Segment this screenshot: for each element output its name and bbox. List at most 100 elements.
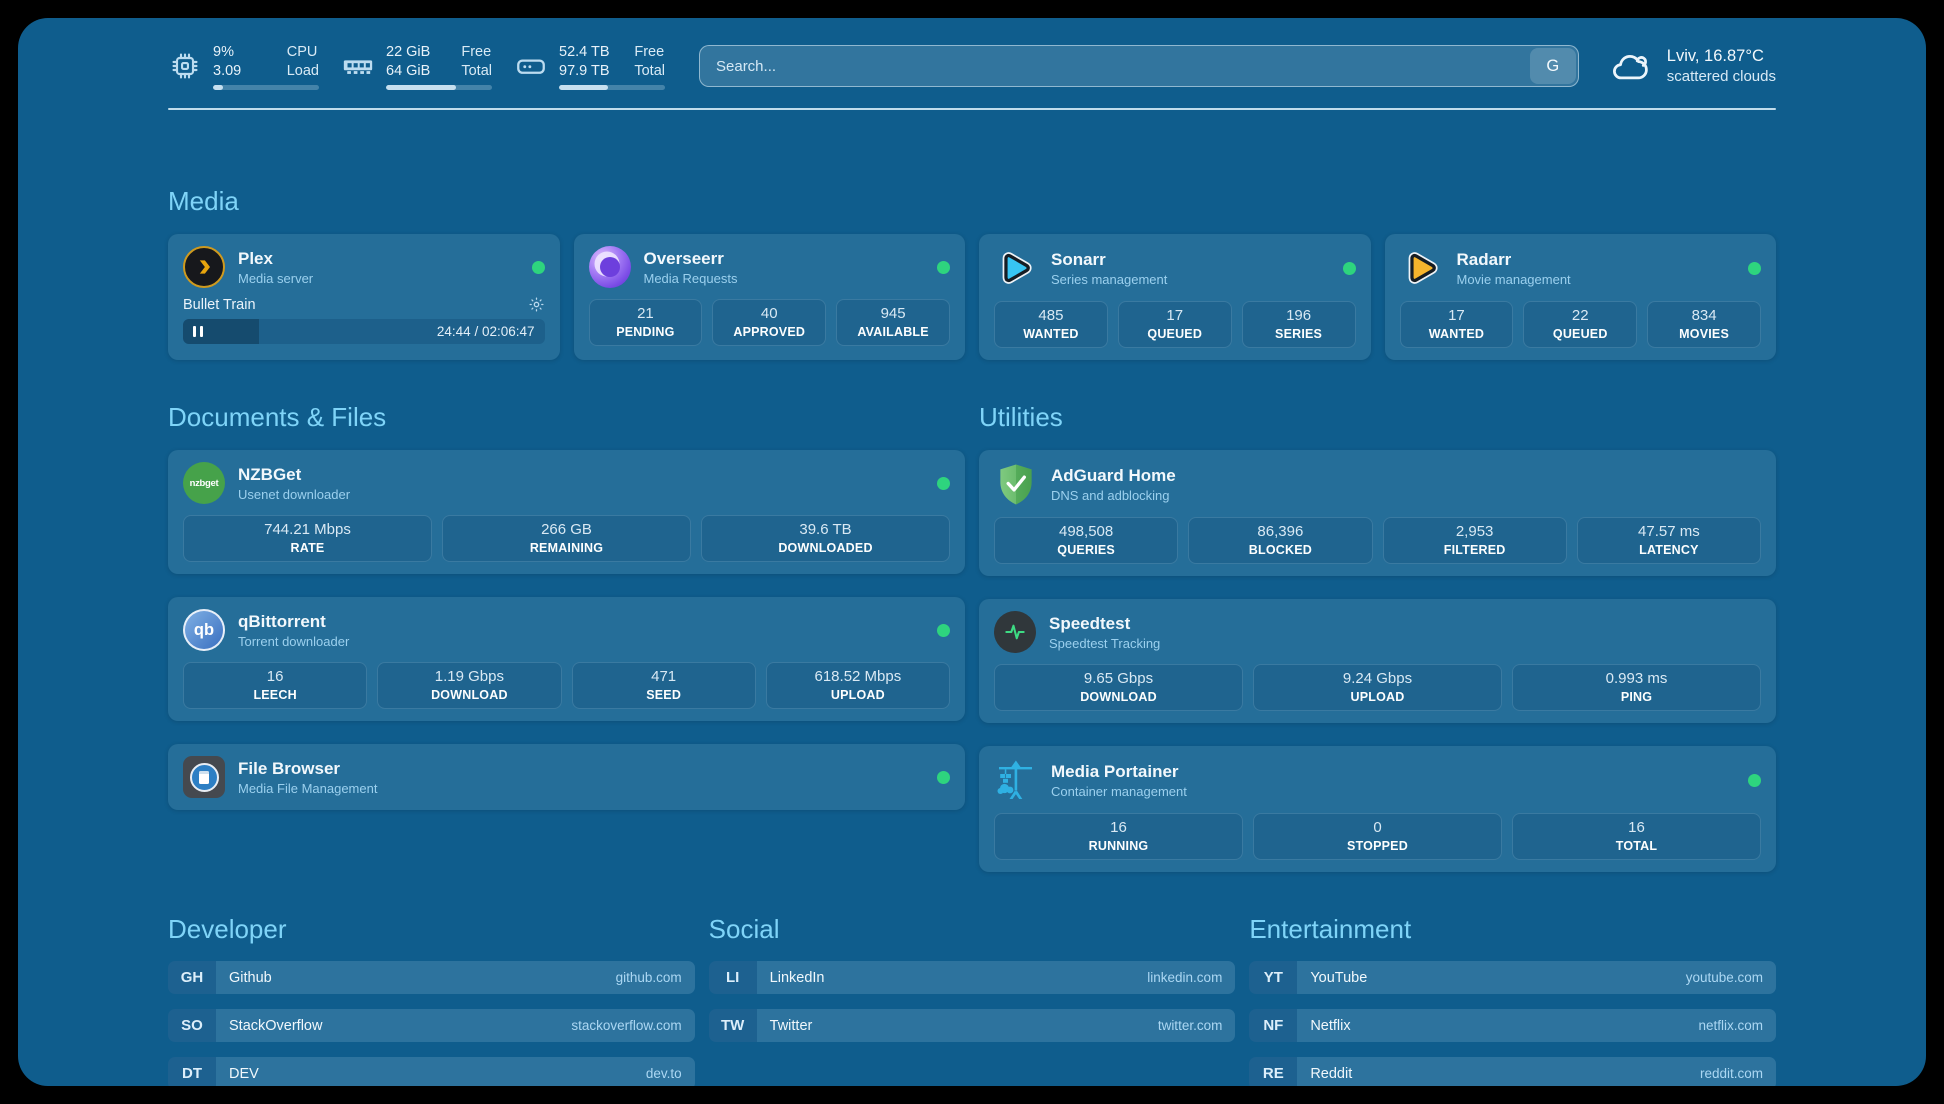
link-github[interactable]: GH Github github.com: [168, 961, 695, 994]
filebrowser-icon: [183, 756, 225, 798]
portainer-card[interactable]: Media Portainer Container management 16 R…: [979, 746, 1776, 872]
disk-drive-icon: [514, 49, 548, 83]
stat-tile-running: 16 RUNNING: [994, 813, 1243, 860]
link-stackoverflow[interactable]: SO StackOverflow stackoverflow.com: [168, 1009, 695, 1042]
radarr-subtitle: Movie management: [1456, 271, 1571, 287]
cpu-chip-icon: [168, 50, 202, 82]
link-abbr-badge: GH: [168, 961, 216, 994]
cpu-usage-value: 9%: [213, 43, 234, 60]
player-time: 24:44 / 02:06:47: [436, 324, 535, 339]
link-name: DEV: [229, 1065, 259, 1082]
stat-tile-leech: 16 LEECH: [183, 662, 368, 709]
disk-label-bottom: Total: [634, 62, 665, 79]
link-abbr-badge: TW: [708, 1009, 757, 1042]
link-linkedin[interactable]: LI LinkedIn linkedin.com: [708, 961, 1236, 994]
link-name: StackOverflow: [229, 1017, 323, 1034]
speedtest-card[interactable]: Speedtest Speedtest Tracking 9.65 Gbps DO…: [979, 599, 1776, 723]
plex-status-online-dot: [531, 260, 545, 274]
ram-total-value: 64 GiB: [386, 62, 431, 79]
stat-tile-series: 196 SERIES: [1241, 301, 1356, 348]
ram-label-bottom: Total: [461, 62, 492, 79]
player-settings-gear-icon[interactable]: [528, 296, 545, 313]
cpu-label-top: CPU: [286, 43, 318, 60]
filebrowser-card[interactable]: File Browser Media File Management: [168, 744, 965, 810]
link-abbr-badge: YT: [1249, 961, 1298, 994]
stat-tile-ping: 0.993 ms PING: [1512, 664, 1761, 711]
search-engine-button[interactable]: G: [1529, 48, 1576, 84]
overseerr-status-online-dot: [937, 260, 950, 274]
ram-icon: [341, 49, 375, 83]
link-twitter[interactable]: TW Twitter twitter.com: [708, 1009, 1236, 1042]
sonarr-icon: [994, 246, 1038, 290]
link-name: Netflix: [1310, 1017, 1351, 1034]
sonarr-subtitle: Series management: [1051, 271, 1168, 287]
ram-usage-bar: [386, 84, 492, 90]
nzbget-icon: nzbget: [183, 462, 225, 504]
stat-tile-wanted: 485 WANTED: [994, 301, 1108, 348]
link-url: github.com: [615, 970, 682, 985]
ram-stat: 22 GiB 64 GiB Free Total: [341, 43, 492, 90]
sonarr-card[interactable]: Sonarr Series management 485 WANTED 17 QUE…: [979, 234, 1371, 360]
portainer-subtitle: Container management: [1051, 783, 1187, 799]
link-url: twitter.com: [1157, 1018, 1223, 1033]
speedtest-subtitle: Speedtest Tracking: [1049, 635, 1161, 651]
adguard-subtitle: DNS and adblocking: [1051, 487, 1170, 503]
link-netflix[interactable]: NF Netflix netflix.com: [1249, 1009, 1776, 1042]
portainer-crane-icon: [994, 758, 1038, 802]
search-bar: G: [699, 45, 1579, 87]
radarr-card[interactable]: Radarr Movie management 17 WANTED 22 QUEUE…: [1384, 234, 1776, 360]
radarr-icon: [1400, 246, 1444, 290]
plex-subtitle: Media server: [238, 270, 314, 286]
nzbget-card[interactable]: nzbget NZBGet Usenet downloader 744.21 M…: [168, 450, 965, 574]
speedtest-icon: [994, 611, 1036, 653]
radarr-status-online-dot: [1748, 261, 1761, 275]
utilities-section-title: Utilities: [979, 402, 1063, 432]
stat-tile-queued: 17 QUEUED: [1117, 301, 1232, 348]
link-reddit[interactable]: RE Reddit reddit.com: [1249, 1057, 1776, 1086]
speedtest-title: Speedtest: [1049, 613, 1131, 633]
link-youtube[interactable]: YT YouTube youtube.com: [1249, 961, 1776, 994]
portainer-title: Media Portainer: [1051, 761, 1179, 781]
plex-card[interactable]: Plex Media server Bullet Train: [168, 234, 560, 360]
link-abbr-badge: NF: [1249, 1009, 1298, 1042]
header-divider: [168, 108, 1776, 110]
link-abbr-badge: DT: [168, 1057, 216, 1086]
link-url: dev.to: [645, 1066, 682, 1081]
link-name: YouTube: [1310, 969, 1368, 986]
link-name: LinkedIn: [769, 969, 825, 986]
adguard-card[interactable]: AdGuard Home DNS and adblocking 498,508 Q…: [979, 450, 1776, 576]
section-social-links: Social LI LinkedIn linkedin.com TW Twitt…: [708, 912, 1236, 1086]
link-dev-to[interactable]: DT DEV dev.to: [168, 1057, 695, 1086]
weather-location-temp: Lviv, 16.87°C: [1666, 46, 1764, 65]
search-input[interactable]: [700, 46, 1528, 86]
qbittorrent-icon: qb: [183, 609, 225, 651]
weather-condition: scattered clouds: [1666, 67, 1776, 85]
link-url: reddit.com: [1699, 1066, 1763, 1081]
stat-tile-stopped: 0 STOPPED: [1253, 813, 1502, 860]
qbittorrent-title: qBittorrent: [238, 611, 326, 631]
nzbget-subtitle: Usenet downloader: [238, 486, 351, 502]
sonarr-status-online-dot: [1342, 261, 1356, 275]
section-utilities: Utilities: [979, 400, 1776, 872]
system-stats: 9% 3.09 CPU Load: [168, 43, 665, 90]
plex-title: Plex: [238, 248, 273, 268]
section-developer-links: Developer GH Github github.com SO StackO…: [168, 912, 695, 1086]
stat-tile-remaining: 266 GB REMAINING: [442, 515, 691, 562]
filebrowser-title: File Browser: [238, 758, 341, 778]
now-playing-title: Bullet Train: [183, 296, 256, 313]
disk-total-value: 97.9 TB: [559, 62, 610, 79]
cpu-load-value: 3.09: [213, 62, 242, 79]
adguard-icon: [994, 462, 1038, 506]
qbittorrent-card[interactable]: qb qBittorrent Torrent downloader 16 LEEC…: [168, 597, 965, 721]
link-url: stackoverflow.com: [571, 1018, 682, 1033]
overseerr-card[interactable]: Overseerr Media Requests 21 PENDING 40 APP…: [573, 234, 965, 360]
stat-tile-download: 9.65 Gbps DOWNLOAD: [994, 664, 1243, 711]
qbittorrent-subtitle: Torrent downloader: [238, 633, 350, 649]
player-progress-bar[interactable]: 24:44 / 02:06:47: [183, 319, 545, 344]
pause-icon[interactable]: [193, 326, 203, 337]
sonarr-title: Sonarr: [1051, 249, 1106, 269]
plex-icon: [183, 246, 225, 288]
overseerr-subtitle: Media Requests: [643, 270, 738, 286]
cpu-label-bottom: Load: [286, 62, 319, 79]
nzbget-status-online-dot: [937, 476, 950, 490]
